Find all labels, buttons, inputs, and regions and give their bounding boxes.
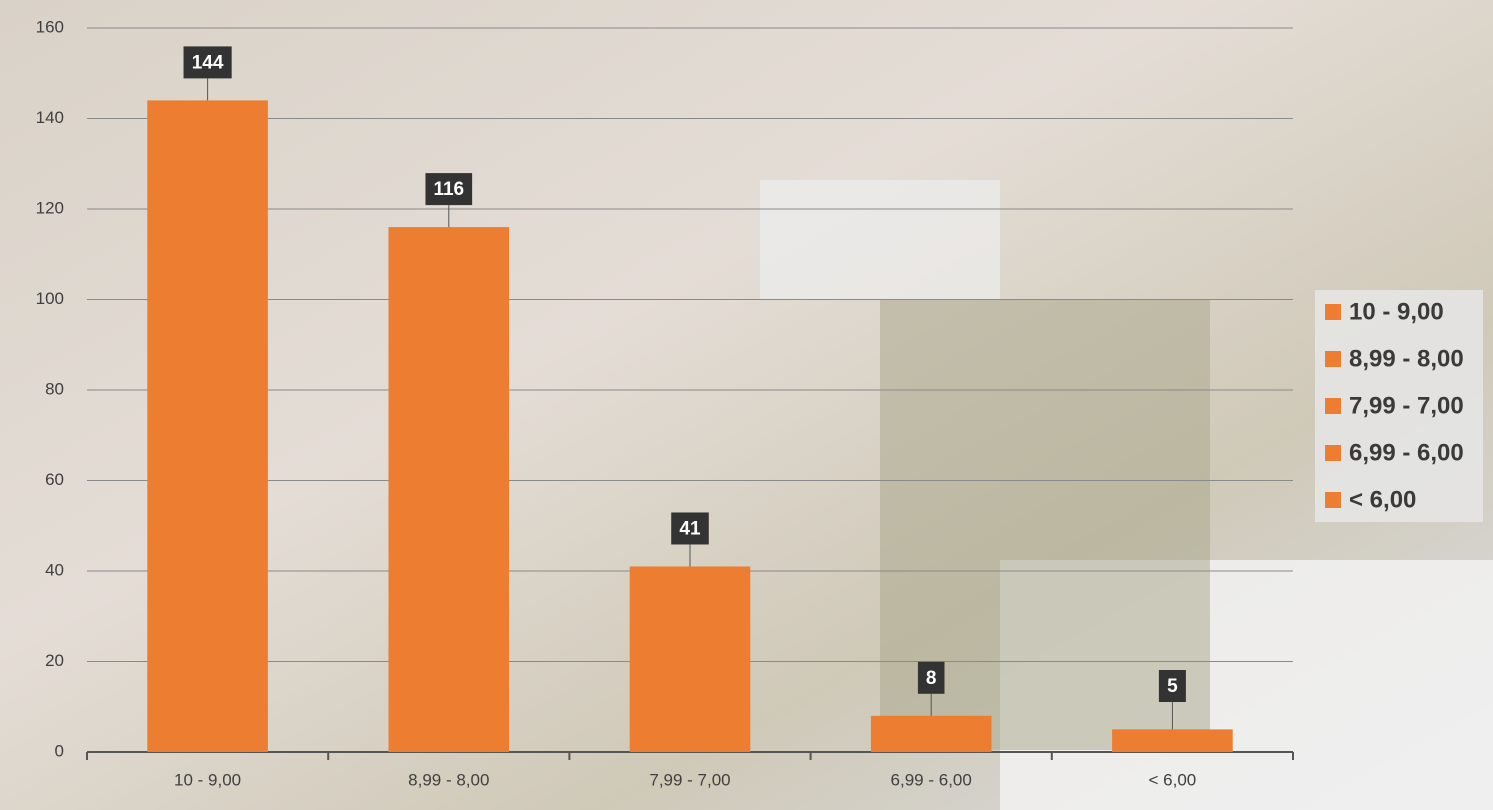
legend-swatch: [1325, 398, 1341, 414]
bar: [147, 100, 268, 752]
background-desk: [760, 180, 1000, 300]
bar: [871, 716, 992, 752]
legend-label: 6,99 - 6,00: [1349, 439, 1464, 466]
y-tick-label: 140: [36, 108, 64, 127]
y-tick-label: 80: [45, 379, 64, 398]
y-tick-label: 100: [36, 289, 64, 308]
legend-swatch: [1325, 492, 1341, 508]
legend-label: 10 - 9,00: [1349, 298, 1444, 325]
legend-swatch: [1325, 351, 1341, 367]
x-tick-label: < 6,00: [1149, 770, 1197, 789]
y-tick-label: 60: [45, 470, 64, 489]
x-tick-label: 6,99 - 6,00: [891, 770, 972, 789]
legend-swatch: [1325, 304, 1341, 320]
legend-label: 7,99 - 7,00: [1349, 392, 1464, 419]
legend-label: < 6,00: [1349, 486, 1416, 513]
y-tick-label: 40: [45, 560, 64, 579]
bar: [630, 566, 751, 752]
x-tick-label: 8,99 - 8,00: [408, 770, 489, 789]
y-tick-label: 160: [36, 17, 64, 36]
data-label: 41: [679, 518, 701, 539]
data-label: 116: [433, 179, 464, 200]
data-label: 5: [1167, 676, 1178, 697]
x-tick-label: 7,99 - 7,00: [649, 770, 730, 789]
legend-label: 8,99 - 8,00: [1349, 345, 1464, 372]
bar: [389, 227, 510, 752]
chart: 0 20 40 60 80 100 120 140 160 10 - 9,00 144 8,99 - …: [0, 0, 1493, 810]
x-tick-label: 10 - 9,00: [174, 770, 241, 789]
legend-swatch: [1325, 445, 1341, 461]
data-label: 8: [926, 668, 937, 689]
y-tick-label: 120: [36, 198, 64, 217]
data-label: 144: [192, 52, 224, 73]
bar: [1112, 729, 1233, 752]
y-tick-label: 20: [45, 651, 64, 670]
y-tick-label: 0: [55, 741, 64, 760]
